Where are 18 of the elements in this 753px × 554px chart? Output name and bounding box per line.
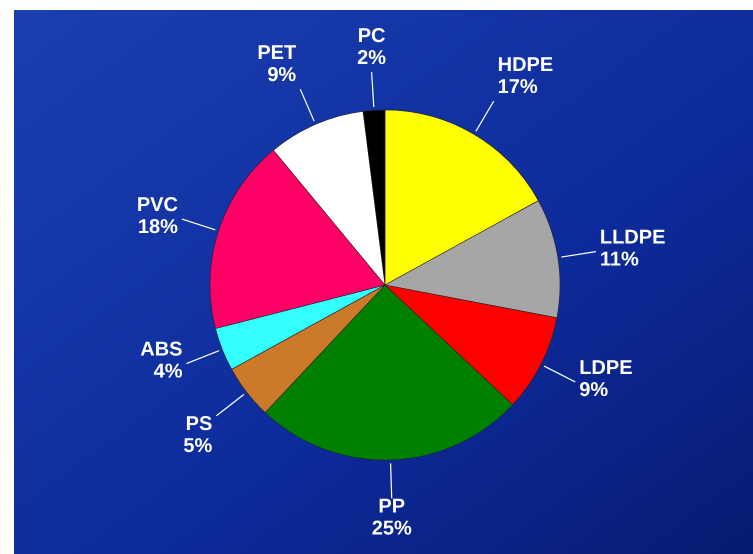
data-label: 9% [579, 378, 608, 401]
data-label: 9% [267, 64, 296, 86]
data-label: 25% [372, 517, 412, 540]
slice-label: LDPE [579, 356, 633, 379]
data-label: 17% [498, 76, 538, 98]
slice-label: ABS [140, 338, 182, 361]
slice-label: PP [378, 495, 406, 518]
slice-label: PC [358, 24, 386, 47]
data-label: 18% [138, 216, 178, 238]
data-label: 4% [154, 360, 183, 383]
slice-label: HDPE [498, 54, 554, 76]
data-label: 2% [357, 46, 386, 69]
slice-label: PS [186, 412, 212, 435]
data-label: 5% [183, 434, 213, 457]
slice-label: PET [257, 42, 296, 64]
slice-label: LLDPE [600, 226, 666, 249]
data-label: 11% [600, 248, 640, 271]
slice-label: PVC [136, 194, 178, 216]
